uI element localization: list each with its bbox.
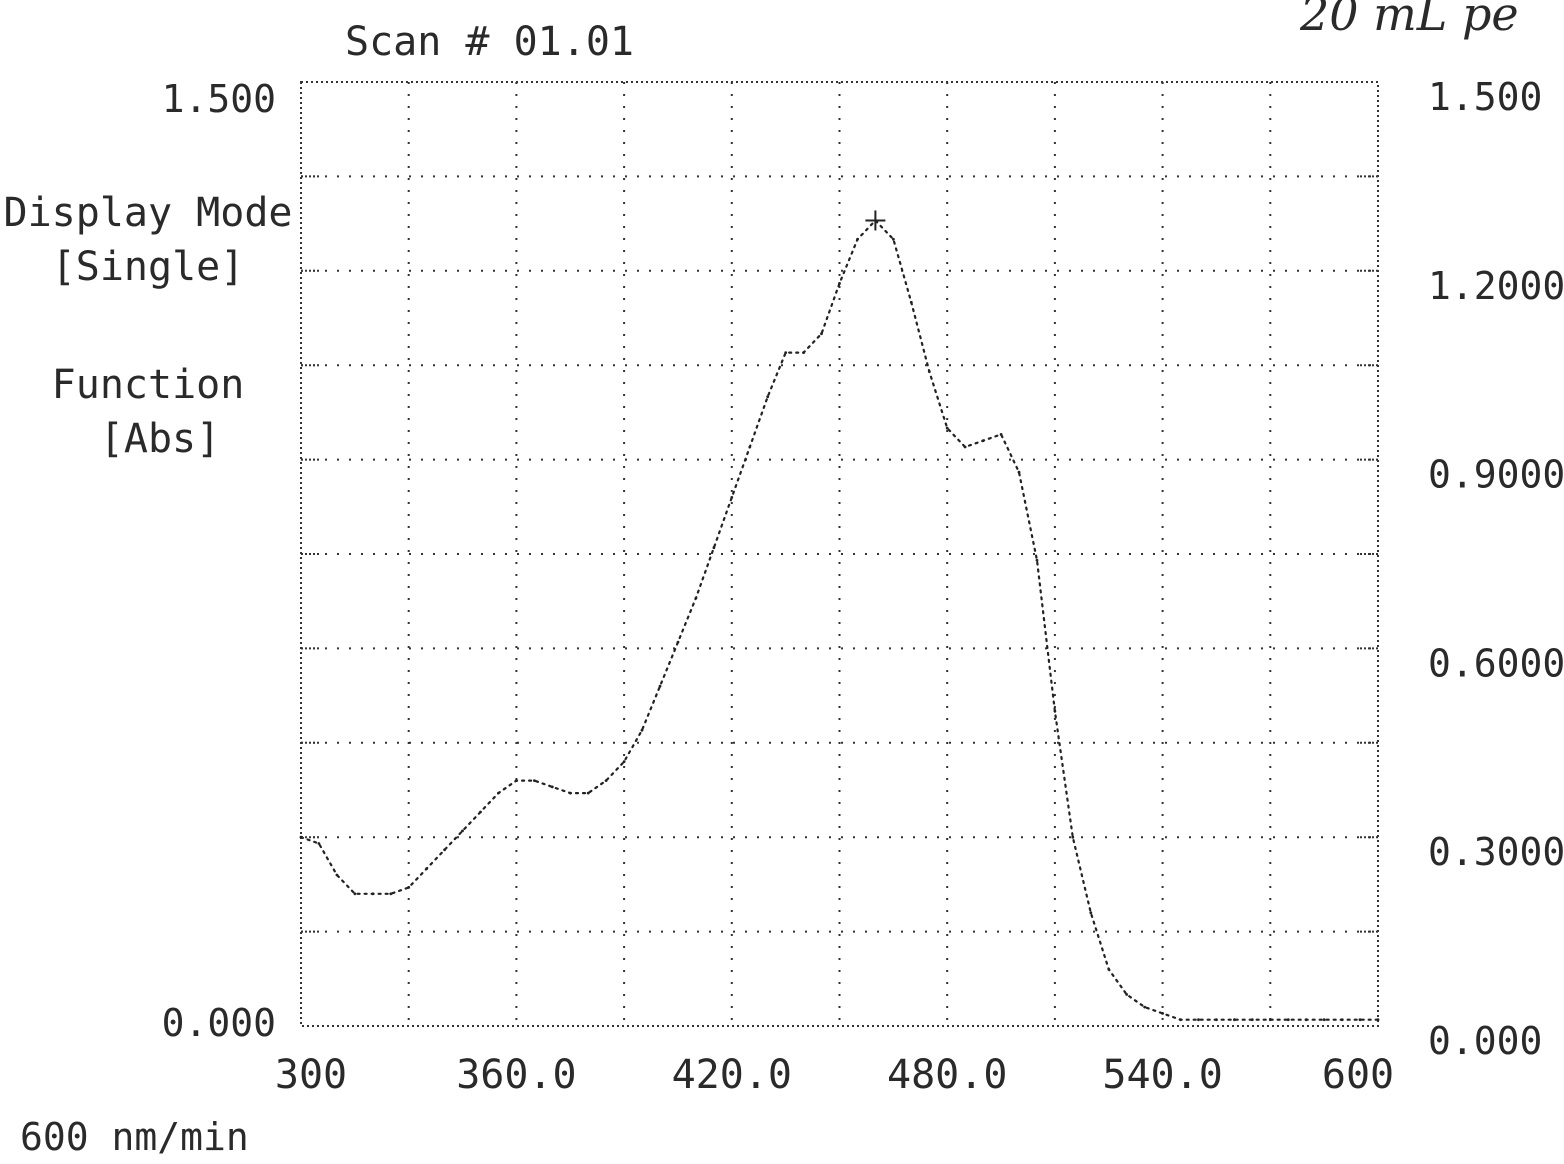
data-point (389, 892, 393, 896)
x-tick-label: 600 (1322, 1052, 1394, 1098)
data-point (784, 351, 788, 354)
plot-grid (301, 82, 1378, 1026)
function-label: Function (52, 362, 245, 408)
data-point (748, 445, 752, 449)
data-point (568, 791, 572, 795)
data-point (1215, 1018, 1218, 1022)
data-point (1358, 1018, 1362, 1022)
data-point (604, 779, 608, 782)
data-point (586, 791, 590, 795)
data-point (497, 791, 500, 795)
data-point (838, 282, 841, 285)
left-axis-top-label: 1.500 (162, 77, 276, 121)
data-point (927, 370, 931, 373)
right-tick-label: 0.9000 (1428, 453, 1564, 497)
data-point (1322, 1018, 1326, 1022)
data-point (1268, 1018, 1272, 1022)
x-tick-label: 540.0 (1102, 1052, 1222, 1098)
display-mode-label: Display Mode (4, 190, 293, 236)
data-point (550, 785, 554, 789)
data-point (479, 810, 482, 814)
data-point (425, 867, 428, 871)
data-point (317, 842, 321, 845)
data-point (802, 351, 805, 354)
plot-frame (300, 81, 1379, 1027)
right-tick-label: 1.500 (1428, 75, 1542, 119)
data-point (730, 496, 734, 499)
data-point (1107, 968, 1111, 971)
data-point (1143, 1005, 1147, 1009)
data-point (766, 395, 770, 399)
data-point (1125, 993, 1129, 996)
scan-speed-label: 600 nm/min (20, 1115, 249, 1159)
data-point (963, 445, 967, 449)
function-value: [Abs] (100, 416, 220, 462)
data-point (676, 640, 680, 644)
x-tick-label: 360.0 (456, 1052, 576, 1098)
data-point (1340, 1018, 1344, 1022)
x-axis-tick-labels: 300 360.0 420.0 480.0 540.0 600 (275, 1052, 1394, 1098)
data-point (981, 439, 985, 443)
data-point (335, 873, 339, 877)
data-point (945, 426, 949, 430)
data-point (1089, 911, 1093, 915)
right-tick-label: 0.3000 (1428, 830, 1564, 874)
x-tick-label: 480.0 (887, 1052, 1007, 1098)
data-point (1179, 1018, 1182, 1022)
x-tick-label: 300 (275, 1052, 347, 1098)
data-point (1197, 1018, 1200, 1022)
data-point (533, 779, 536, 782)
data-point (909, 300, 913, 304)
data-point (622, 760, 626, 764)
data-point (1053, 709, 1057, 713)
right-tick-label: 0.6000 (1428, 641, 1564, 685)
right-axis-tick-labels: 1.500 1.2000 0.9000 0.6000 0.3000 0.000 (1428, 75, 1564, 1063)
data-point (443, 848, 446, 852)
data-point (299, 835, 303, 839)
x-tick-label: 420.0 (672, 1052, 792, 1098)
data-point (1250, 1018, 1254, 1022)
right-tick-label: 0.000 (1428, 1019, 1542, 1063)
data-point (407, 886, 411, 889)
data-point (1304, 1018, 1308, 1022)
data-point (515, 779, 518, 782)
data-point (658, 684, 662, 688)
data-point (892, 237, 895, 241)
data-point (1233, 1018, 1236, 1022)
data-point (461, 829, 464, 833)
data-point (856, 237, 859, 241)
data-point (1035, 558, 1039, 562)
data-point (371, 892, 375, 896)
absorbance-series (299, 210, 1380, 1022)
handwritten-note: 20 mL pe (1299, 0, 1519, 41)
display-mode-value: [Single] (52, 244, 245, 290)
data-point (1017, 470, 1021, 474)
data-point (1161, 1012, 1164, 1015)
data-point (640, 728, 644, 732)
data-point (1071, 835, 1075, 839)
data-point (999, 433, 1003, 436)
data-point (353, 892, 357, 896)
data-point (820, 332, 823, 336)
data-point (712, 546, 716, 550)
data-point (694, 596, 698, 600)
data-point (1286, 1018, 1290, 1022)
right-tick-label: 1.2000 (1428, 264, 1564, 308)
data-point (1376, 1018, 1380, 1022)
left-axis-bottom-label: 0.000 (162, 1001, 276, 1045)
scan-number-label: Scan # 01.01 (345, 19, 634, 65)
